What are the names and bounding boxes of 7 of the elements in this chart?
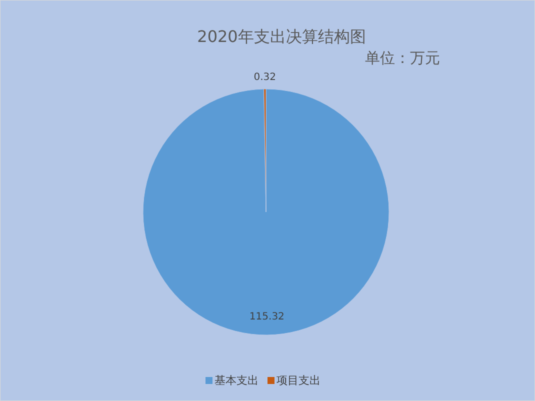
data-label: 0.32 [254, 72, 276, 83]
legend-label: 基本支出 [214, 374, 258, 388]
data-label: 115.32 [249, 311, 284, 322]
pie-slice [142, 88, 390, 336]
legend-label: 项目支出 [276, 374, 320, 388]
chart-title: 2020年支出决算结构图 [197, 27, 366, 46]
chart-subtitle: 单位：万元 [365, 49, 440, 67]
